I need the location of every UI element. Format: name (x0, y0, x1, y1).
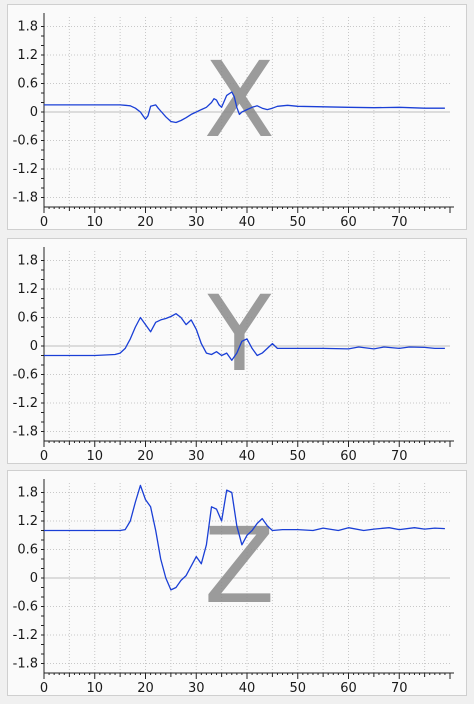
chart-y: 0 10 20 30 40 50 60 70 1.8 1.2 0.6 0 -0.6 -1.2 -1.8 Y (13, 247, 454, 463)
axis-annotation-letter: Z (204, 505, 275, 627)
x-tick-label: 10 (86, 681, 103, 695)
x-tick-label: 20 (137, 449, 154, 463)
y-tick-label: -1.8 (13, 425, 38, 440)
y-tick-label: 0.6 (17, 543, 38, 558)
x-tick-label: 30 (188, 449, 205, 463)
y-tick-label: -1.8 (13, 191, 38, 206)
x-tick-label: 40 (239, 449, 256, 463)
x-tick-label: 0 (40, 215, 48, 229)
x-tick-label: 60 (340, 681, 357, 695)
x-tick-label: 60 (340, 215, 357, 229)
x-tick-label: 50 (289, 449, 306, 463)
x-tick-label: 30 (188, 681, 205, 695)
y-tick-label: -1.2 (13, 396, 38, 411)
series-line (44, 313, 445, 361)
y-tick-label: 1.8 (17, 486, 38, 501)
y-tick-label: -0.6 (13, 368, 38, 383)
series-line (44, 91, 445, 124)
y-tick-label: -1.2 (13, 162, 38, 177)
y-tick-label: 1.8 (17, 20, 38, 35)
chart-x: 0 10 20 30 40 50 60 70 1.8 1.2 0.6 0 -0.6 -1.2 -1.8 X (13, 13, 454, 229)
x-tick-label: 0 (40, 681, 48, 695)
series-line (44, 484, 445, 591)
y-tick-label: 1.8 (17, 254, 38, 269)
axis-annotation-letter: Y (207, 273, 272, 395)
chart-z: 0 10 20 30 40 50 60 70 1.8 1.2 0.6 0 -0.6 -1.2 -1.8 Z (13, 479, 454, 695)
chart-panel-y: 0 10 20 30 40 50 60 70 1.8 1.2 0.6 0 -0.6 -1.2 -1.8 Y (7, 238, 467, 464)
chart-panel-z: 0 10 20 30 40 50 60 70 1.8 1.2 0.6 0 -0.6 -1.2 -1.8 Z (7, 470, 467, 696)
y-tick-label: 0 (30, 105, 38, 120)
y-tick-label: -1.8 (13, 657, 38, 672)
y-tick-label: 0 (30, 571, 38, 586)
x-tick-label: 60 (340, 449, 357, 463)
y-tick-label: -0.6 (13, 600, 38, 615)
y-tick-label: -0.6 (13, 134, 38, 149)
y-tick-label: 1.2 (17, 282, 38, 297)
x-tick-label: 40 (239, 215, 256, 229)
chart-panel-x: 0 10 20 30 40 50 60 70 1.8 1.2 0.6 0 -0.6 -1.2 -1.8 X (7, 4, 467, 230)
y-tick-label: -1.2 (13, 628, 38, 643)
x-tick-label: 70 (391, 681, 408, 695)
x-tick-label: 30 (188, 215, 205, 229)
x-tick-label: 20 (137, 215, 154, 229)
y-tick-label: 0.6 (17, 311, 38, 326)
x-tick-label: 50 (289, 681, 306, 695)
x-tick-label: 10 (86, 449, 103, 463)
x-tick-label: 20 (137, 681, 154, 695)
x-tick-label: 0 (40, 449, 48, 463)
x-tick-label: 50 (289, 215, 306, 229)
y-tick-label: 1.2 (17, 48, 38, 63)
x-tick-label: 70 (391, 215, 408, 229)
axis-annotation-letter: X (204, 39, 275, 161)
y-tick-label: 1.2 (17, 514, 38, 529)
x-tick-label: 40 (239, 681, 256, 695)
x-tick-label: 70 (391, 449, 408, 463)
y-tick-label: 0 (30, 339, 38, 354)
y-tick-label: 0.6 (17, 77, 38, 92)
x-tick-label: 10 (86, 215, 103, 229)
